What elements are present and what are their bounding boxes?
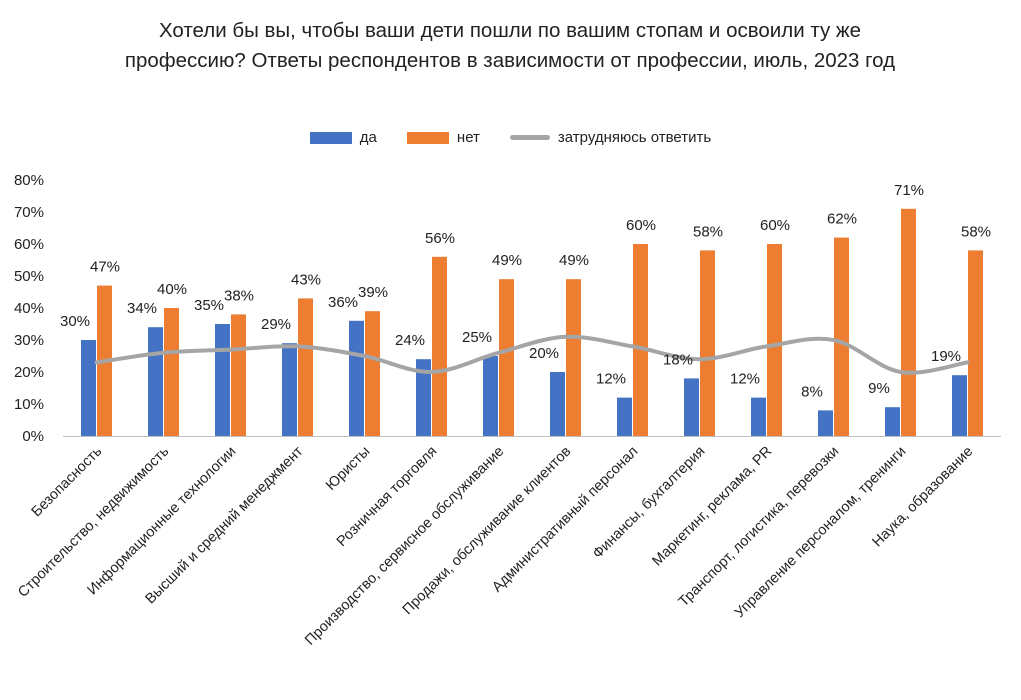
bar-yes <box>81 340 96 436</box>
y-tick-label: 70% <box>14 204 44 221</box>
y-axis: 0% 10% 20% 30% 40% 50% 60% 70% 80% <box>14 172 44 445</box>
y-tick-label: 40% <box>14 300 44 317</box>
legend: да нет затрудняюсь ответить <box>0 129 1021 146</box>
data-label-no: 58% <box>961 223 991 240</box>
trend-line-layer <box>94 334 970 375</box>
bar-yes <box>483 356 498 436</box>
data-label-no: 60% <box>760 217 790 234</box>
bar-yes <box>818 410 833 436</box>
data-label-no: 38% <box>224 287 254 304</box>
bar-no <box>432 256 447 436</box>
bar-no <box>566 279 581 436</box>
bar-yes <box>885 407 900 436</box>
data-label-yes: 12% <box>596 371 626 388</box>
data-label-no: 43% <box>291 271 321 288</box>
data-label-no: 40% <box>157 281 187 298</box>
data-label-yes: 20% <box>529 345 559 362</box>
data-label-no: 60% <box>626 217 656 234</box>
data-label-no: 62% <box>827 211 857 228</box>
x-category-label: Маркетинг, реклама, PR <box>649 444 775 570</box>
legend-item-yes: да <box>309 129 377 146</box>
data-label-yes: 8% <box>801 383 823 400</box>
data-label-yes: 18% <box>663 351 693 368</box>
data-label-yes: 36% <box>328 294 358 311</box>
x-category-label: Безопасность <box>29 444 106 521</box>
legend-swatch-no <box>406 131 449 144</box>
legend-label-no: нет <box>456 129 480 146</box>
bar-yes <box>684 378 699 436</box>
bar-no <box>298 298 313 436</box>
bar-no <box>633 244 648 436</box>
x-category-label: Информационные технологии <box>85 444 240 599</box>
x-category-label: Административный персонал <box>489 444 641 596</box>
trend-line-unsure <box>94 334 970 375</box>
legend-swatch-unsure <box>509 135 550 140</box>
data-label-yes: 30% <box>60 313 90 330</box>
data-label-yes: 24% <box>395 332 425 349</box>
x-category-label: Финансы, бухгалтерия <box>590 444 708 562</box>
data-label-yes: 12% <box>730 371 760 388</box>
data-label-yes: 35% <box>194 297 224 314</box>
data-label-no: 39% <box>358 284 388 301</box>
legend-item-no: нет <box>406 129 480 146</box>
legend-label-unsure: затрудняюсь ответить <box>557 129 712 146</box>
bars <box>63 208 1001 437</box>
bar-no <box>231 314 246 436</box>
chart-title: Хотели бы вы, чтобы ваши дети пошли по в… <box>124 19 896 72</box>
bar-no <box>968 250 983 436</box>
data-label-yes: 29% <box>261 316 291 333</box>
bar-yes <box>952 375 967 436</box>
y-tick-label: 50% <box>14 268 44 285</box>
bar-yes <box>751 397 766 436</box>
bar-yes <box>617 397 632 436</box>
bar-no <box>700 250 715 436</box>
data-label-yes: 19% <box>931 348 961 365</box>
bar-no <box>901 208 916 436</box>
bar-yes <box>550 372 565 436</box>
y-tick-label: 80% <box>14 172 44 189</box>
value-labels: 30% 47% 34%40% 35%38% 29% 43% 36%39% 24% 56% 25% 4… <box>60 182 991 401</box>
bar-yes <box>416 359 431 436</box>
data-label-yes: 9% <box>868 380 890 397</box>
bar-yes <box>148 327 163 436</box>
y-tick-label: 20% <box>14 364 44 381</box>
x-category-label: Юристы <box>323 444 373 494</box>
y-tick-label: 0% <box>22 428 44 445</box>
bar-yes <box>282 343 297 436</box>
bar-yes <box>215 324 230 436</box>
bar-no <box>499 279 514 436</box>
y-tick-label: 60% <box>14 236 44 253</box>
y-tick-label: 10% <box>14 396 44 413</box>
data-label-no: 56% <box>425 230 455 247</box>
data-label-yes: 25% <box>462 329 492 346</box>
legend-label-yes: да <box>359 129 377 146</box>
data-label-no: 58% <box>693 223 723 240</box>
bar-no <box>834 237 849 436</box>
data-label-yes: 34% <box>127 300 157 317</box>
bar-no <box>164 308 179 436</box>
legend-swatch-yes <box>309 131 352 144</box>
y-tick-label: 30% <box>14 332 44 349</box>
data-label-no: 49% <box>492 252 522 269</box>
bar-no <box>767 244 782 436</box>
bar-no <box>365 311 380 436</box>
data-label-no: 49% <box>559 252 589 269</box>
data-label-no: 71% <box>894 182 924 199</box>
bar-yes <box>349 320 364 436</box>
legend-item-unsure: затрудняюсь ответить <box>509 129 712 146</box>
data-label-no: 47% <box>90 259 120 276</box>
